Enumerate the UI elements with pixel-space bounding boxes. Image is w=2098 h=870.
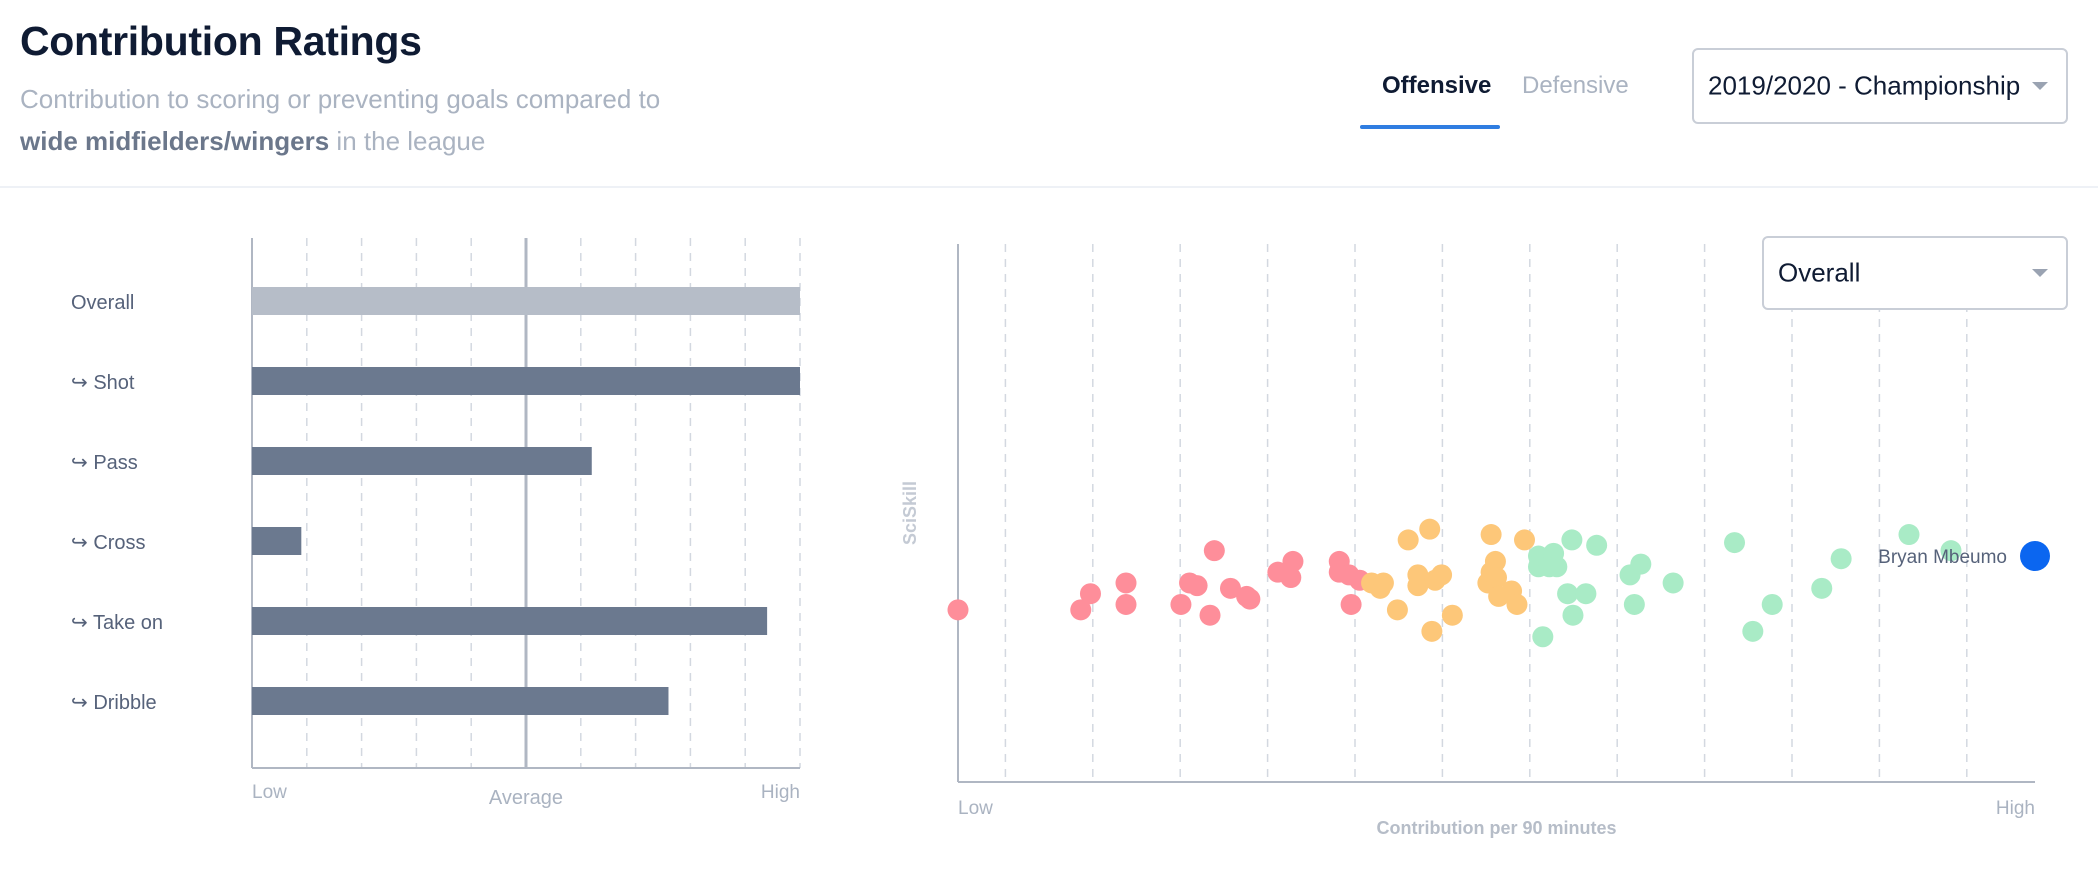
- scatter-point[interactable]: [1761, 593, 1783, 615]
- active-tab-indicator: [1360, 125, 1500, 129]
- bar-label: ↪ Take on: [71, 612, 163, 634]
- scatter-point[interactable]: [1575, 583, 1597, 605]
- scatter-point[interactable]: [1372, 572, 1394, 594]
- scatter-point[interactable]: [1561, 529, 1583, 551]
- scatter-point[interactable]: [1239, 588, 1261, 610]
- scatter-point[interactable]: [1898, 524, 1920, 546]
- bar-chart-svg: Overall ↪ Shot ↪ Pass ↪ Cross ↪ Take on ↪ Dri…: [71, 238, 801, 809]
- scatter-point[interactable]: [1830, 548, 1852, 570]
- scatter-point[interactable]: [1079, 583, 1101, 605]
- bar: [252, 687, 669, 715]
- page-title: Contribution Ratings: [20, 18, 422, 64]
- bar-label: ↪ Dribble: [71, 692, 157, 714]
- subtitle-suffix: in the league: [329, 126, 486, 156]
- bar: [252, 367, 800, 395]
- chevron-down-icon: [2032, 269, 2048, 277]
- scatter-point[interactable]: [1340, 593, 1362, 615]
- scatter-point[interactable]: [1070, 599, 1092, 621]
- subtitle-position-group: wide midfielders/wingers: [20, 126, 330, 156]
- scatter-point[interactable]: [1419, 518, 1441, 540]
- scatter-point[interactable]: [1486, 567, 1507, 589]
- scatter-point[interactable]: [1219, 577, 1241, 599]
- scatter-point[interactable]: [1940, 540, 1962, 562]
- scatter-point[interactable]: [1532, 626, 1554, 648]
- scatter-point[interactable]: [1199, 604, 1221, 626]
- metric-select[interactable]: Overall: [1762, 236, 2068, 310]
- x-tick-high: High: [761, 782, 800, 803]
- scatter-point[interactable]: [1203, 540, 1225, 562]
- bar: [252, 447, 592, 475]
- scatter-point[interactable]: [1186, 575, 1208, 597]
- contribution-bar-chart: Overall ↪ Shot ↪ Pass ↪ Cross ↪ Take on ↪ Dri…: [0, 188, 830, 870]
- scatter-point[interactable]: [947, 599, 969, 621]
- scatter-point[interactable]: [1557, 583, 1579, 605]
- scatter-point[interactable]: [1662, 572, 1684, 594]
- scatter-point[interactable]: [1115, 572, 1137, 594]
- scatter-point[interactable]: [1506, 593, 1528, 615]
- tab-offensive[interactable]: Offensive: [1382, 72, 1492, 99]
- scatter-point[interactable]: [1282, 550, 1304, 572]
- season-select-value: 2019/2020 - Championship: [1708, 70, 2021, 101]
- x-tick-low: Low: [958, 798, 993, 819]
- scatter-point[interactable]: [1421, 620, 1443, 642]
- scatter-point[interactable]: [1431, 564, 1453, 586]
- scatter-point[interactable]: [1484, 550, 1506, 572]
- x-tick-high: High: [1996, 798, 2035, 819]
- bar-label: Overall: [71, 292, 134, 314]
- scatter-point[interactable]: [1170, 593, 1192, 615]
- scatter-point[interactable]: [1514, 529, 1536, 551]
- x-axis-label: Contribution per 90 minutes: [1376, 818, 1616, 838]
- scatter-point[interactable]: [1386, 599, 1408, 621]
- scatter-point[interactable]: [1742, 620, 1764, 642]
- y-axis-label: SciSkill: [900, 481, 920, 545]
- scatter-point[interactable]: [1811, 577, 1833, 599]
- scatter-point[interactable]: [1586, 534, 1608, 556]
- bar: [252, 287, 800, 315]
- scatter-point[interactable]: [1280, 567, 1302, 589]
- scatter-chart-svg: SciSkill Contribution per 90 minutes Low Hi…: [900, 244, 2050, 838]
- tab-defensive[interactable]: Defensive: [1522, 72, 1629, 99]
- bar: [252, 607, 768, 635]
- highlight-player-label: Bryan Mbeumo: [1878, 547, 2007, 568]
- scatter-point[interactable]: [1480, 524, 1502, 546]
- season-select[interactable]: 2019/2020 - Championship: [1692, 48, 2068, 124]
- contribution-scatter-chart: SciSkill Contribution per 90 minutes Low Hi…: [880, 188, 2098, 870]
- bar-label: ↪ Shot: [71, 372, 135, 394]
- subtitle-text: Contribution to scoring or preventing go…: [20, 84, 661, 114]
- scatter-point[interactable]: [1546, 556, 1568, 578]
- page-header: Contribution Ratings Contribution to sco…: [0, 0, 2098, 188]
- scatter-point[interactable]: [1441, 604, 1463, 626]
- metric-select-value: Overall: [1778, 257, 1861, 288]
- x-tick-low: Low: [252, 782, 287, 803]
- scatter-point[interactable]: [1115, 593, 1137, 615]
- chevron-down-icon: [2032, 82, 2048, 90]
- page-subtitle: Contribution to scoring or preventing go…: [20, 78, 780, 162]
- bar: [252, 527, 302, 555]
- x-tick-average: Average: [489, 787, 563, 809]
- scatter-point[interactable]: [1623, 593, 1645, 615]
- scatter-point[interactable]: [1630, 553, 1652, 575]
- scatter-point[interactable]: [1407, 575, 1429, 597]
- bar-label: ↪ Pass: [71, 452, 138, 474]
- scatter-point[interactable]: [1724, 532, 1746, 554]
- scatter-point[interactable]: [1397, 529, 1419, 551]
- bar-label: ↪ Cross: [71, 532, 146, 554]
- highlight-player-point[interactable]: [2020, 541, 2050, 572]
- scatter-point[interactable]: [1562, 604, 1584, 626]
